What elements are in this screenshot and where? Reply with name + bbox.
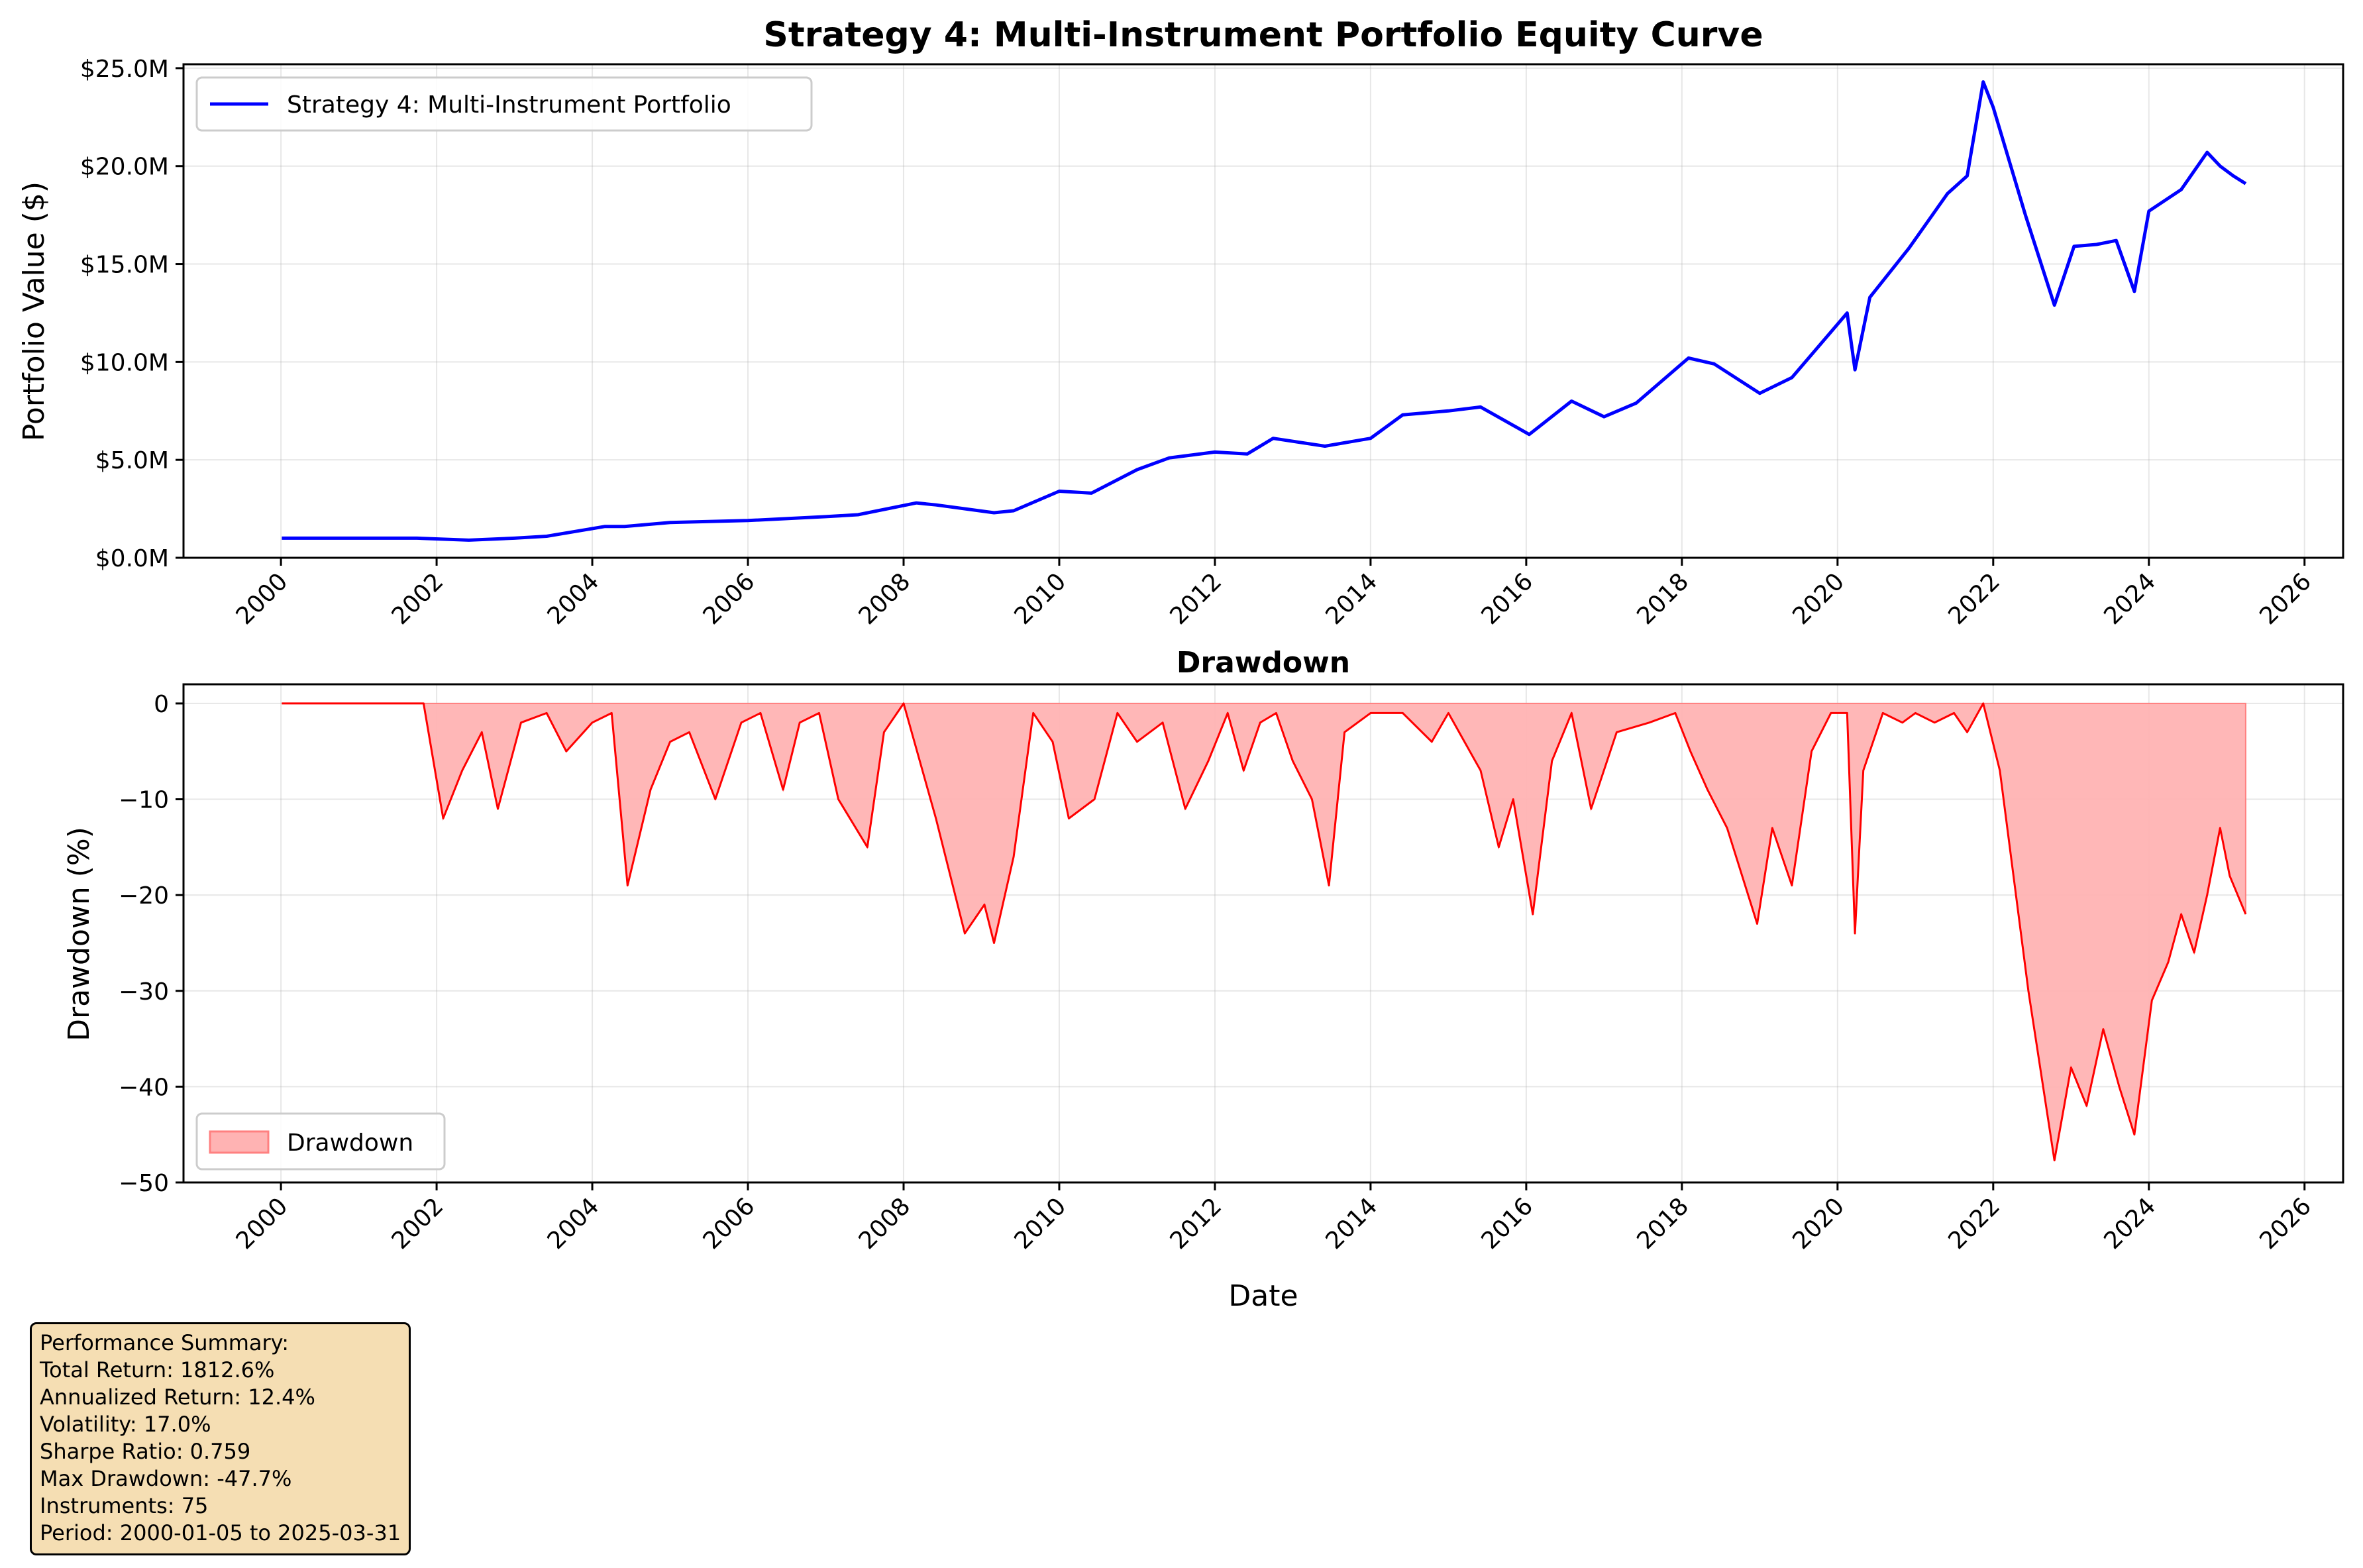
drawdown-x-tick-label: 2006 [698, 1192, 761, 1255]
summary-line: Max Drawdown: -47.7% [40, 1466, 292, 1491]
drawdown-y-tick-label: −30 [119, 978, 169, 1006]
drawdown-x-tick-label: 2004 [543, 1192, 605, 1255]
performance-summary-box: Performance Summary: Total Return: 1812.… [30, 1322, 411, 1555]
drawdown-x-tick-label: 2010 [1010, 1192, 1072, 1255]
drawdown-y-tick-label: −20 [119, 882, 169, 910]
drawdown-chart: Drawdown 2000 2002 2004 2006 2008 2010 2012 201… [62, 646, 2344, 1313]
equity-grid [184, 64, 2343, 558]
drawdown-series [282, 702, 2247, 1162]
equity-chart-title: Strategy 4: Multi-Instrument Portfolio E… [763, 15, 1763, 55]
summary-line: Performance Summary: [40, 1330, 289, 1355]
equity-x-tick-label: 2024 [2099, 568, 2161, 630]
drawdown-x-axis-label: Date [1228, 1279, 1298, 1313]
drawdown-axes-frame [182, 683, 2344, 1184]
drawdown-x-tick-label: 2020 [1787, 1192, 1850, 1255]
drawdown-x-tick-label: 2002 [387, 1192, 449, 1255]
drawdown-legend-label: Drawdown [287, 1129, 413, 1157]
drawdown-x-tick-label: 2012 [1165, 1192, 1228, 1255]
equity-y-axis-label: Portfolio Value ($) [17, 182, 51, 441]
summary-line: Volatility: 17.0% [40, 1412, 211, 1437]
equity-x-tick-label: 2006 [698, 568, 761, 630]
equity-legend-box [195, 76, 813, 132]
drawdown-x-tick-label: 2026 [2254, 1192, 2317, 1255]
drawdown-y-tick-label: −50 [119, 1170, 169, 1197]
drawdown-legend: Drawdown [195, 1112, 446, 1171]
equity-axes-frame [182, 63, 2344, 559]
drawdown-x-tick-label: 2008 [854, 1192, 916, 1255]
drawdown-y-axis-label: Drawdown (%) [62, 827, 96, 1041]
summary-line: Annualized Return: 12.4% [40, 1385, 315, 1410]
drawdown-x-tick-label: 2014 [1320, 1192, 1383, 1255]
equity-chart: Strategy 4: Multi-Instrument Portfolio E… [17, 15, 2344, 630]
equity-y-tick-label: $20.0M [80, 154, 169, 181]
equity-x-tick-label: 2020 [1787, 568, 1850, 630]
drawdown-y-tick-label: −40 [119, 1074, 169, 1101]
equity-line [282, 80, 2247, 542]
equity-x-tick-label: 2014 [1320, 568, 1383, 630]
equity-legend: Strategy 4: Multi-Instrument Portfolio [195, 76, 813, 132]
drawdown-y-tick-label: −10 [119, 787, 169, 814]
drawdown-x-tick-label: 2016 [1476, 1192, 1538, 1255]
equity-x-tick-label: 2022 [1943, 568, 2005, 630]
equity-series [282, 80, 2247, 542]
drawdown-x-tick-label: 2022 [1943, 1192, 2005, 1255]
equity-x-tick-label: 2012 [1165, 568, 1228, 630]
summary-line: Period: 2000-01-05 to 2025-03-31 [40, 1520, 401, 1545]
equity-y-tick-label: $5.0M [95, 447, 169, 474]
drawdown-line [282, 702, 2247, 1162]
drawdown-legend-box [195, 1112, 446, 1171]
summary-line: Instruments: 75 [40, 1493, 209, 1518]
summary-line: Sharpe Ratio: 0.759 [40, 1439, 251, 1464]
drawdown-y-tick-label: 0 [154, 691, 169, 718]
summary-line: Total Return: 1812.6% [40, 1357, 275, 1383]
equity-x-tick-label: 2016 [1476, 568, 1538, 630]
equity-x-tick-label: 2010 [1010, 568, 1072, 630]
drawdown-x-tick-label: 2018 [1632, 1192, 1694, 1255]
equity-x-tick-label: 2002 [387, 568, 449, 630]
equity-x-tick-label: 2026 [2254, 568, 2317, 630]
drawdown-x-tick-label: 2000 [231, 1192, 293, 1255]
drawdown-legend-swatch [209, 1130, 270, 1154]
equity-y-tick-label: $0.0M [95, 545, 169, 572]
drawdown-area [282, 702, 2246, 1161]
equity-x-tick-label: 2018 [1632, 568, 1694, 630]
equity-x-tick-label: 2004 [543, 568, 605, 630]
drawdown-x-tick-label: 2024 [2099, 1192, 2161, 1255]
equity-y-tick-label: $15.0M [80, 252, 169, 279]
equity-x-tick-label: 2000 [231, 568, 293, 630]
equity-legend-label: Strategy 4: Multi-Instrument Portfolio [287, 91, 731, 119]
equity-x-tick-label: 2008 [854, 568, 916, 630]
equity-y-tick-label: $25.0M [80, 56, 169, 83]
equity-ticks: 2000 2002 2004 2006 2008 2010 2012 2014 2016 2018… [80, 56, 2317, 630]
equity-y-tick-label: $10.0M [80, 349, 169, 376]
drawdown-chart-title: Drawdown [1177, 646, 1350, 680]
